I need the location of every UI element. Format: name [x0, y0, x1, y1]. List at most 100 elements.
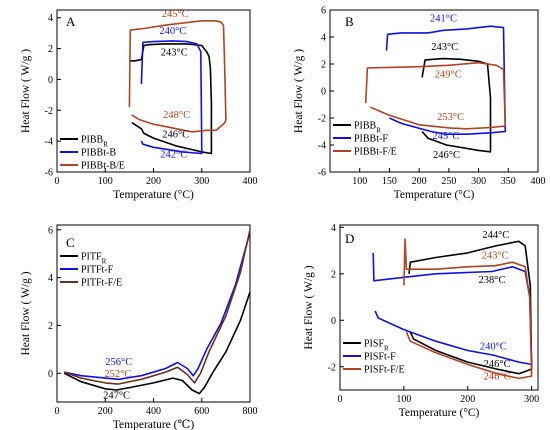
series-line: [64, 231, 251, 381]
x-axis-label: Temperature (°C): [113, 189, 194, 201]
temperature-annotation: 243°C: [161, 48, 188, 59]
y-axis-label: Heat Flow ( W/g ): [20, 49, 32, 133]
x-axis-label: Temperature (°C): [394, 189, 475, 201]
legend-subscript: R: [103, 141, 108, 149]
y-tick-label: -6: [45, 168, 53, 179]
panel-letter: C: [66, 235, 75, 250]
series-line: [140, 40, 203, 155]
y-axis-label: Heat Flow ( W/g ): [303, 265, 315, 349]
legend-label: PIBBt-B: [81, 148, 116, 159]
chart-panel-a: 0 100 200 300 400 -6 -4 -2 0 2 4 Temperature (°C) He…: [20, 9, 258, 201]
x-tick-label: 100: [396, 394, 411, 405]
x-tick-label: 200: [412, 176, 427, 187]
y-tick-label: 4: [48, 273, 53, 284]
y-tick-label: 0: [48, 75, 53, 86]
x-tick-label: 300: [471, 176, 486, 187]
legend-label: PISFR: [364, 339, 389, 353]
series-line: [128, 20, 227, 133]
y-tick-label: 0: [48, 369, 53, 380]
temperature-annotation: 246°C: [433, 150, 460, 161]
y-tick-label: 4: [331, 223, 336, 234]
y-tick-label: 6: [48, 225, 53, 236]
temperature-annotation: 241°C: [430, 13, 457, 24]
x-tick-label: 100: [98, 176, 113, 187]
temperature-annotation: 246°C: [484, 372, 511, 383]
series-line: [408, 240, 533, 375]
legend-label: PIBBR: [81, 135, 108, 149]
x-tick-label: 0: [55, 176, 60, 187]
temperature-annotation: 242°C: [160, 149, 187, 160]
x-tick-label: 300: [194, 176, 209, 187]
y-tick-label: 2: [321, 60, 326, 71]
x-tick-label: 400: [531, 176, 546, 187]
temperature-annotation: 243°C: [482, 251, 509, 262]
y-tick-label: -4: [45, 137, 53, 148]
legend-label: PIBBt-F: [354, 134, 388, 145]
series-line: [364, 61, 507, 130]
legend-label: PIBBt-B/E: [81, 161, 125, 172]
x-tick-label: 350: [501, 176, 516, 187]
series-line: [385, 25, 507, 135]
legend-subscript: R: [384, 345, 389, 353]
legend-label: PIBBt-F/E: [354, 147, 397, 158]
series-line: [403, 238, 533, 380]
y-tick-label: 2: [48, 44, 53, 55]
x-tick-label: 800: [243, 406, 258, 417]
legend-label: PISFt-F/E: [364, 365, 405, 376]
y-tick-label: 4: [48, 13, 53, 24]
y-tick-label: -2: [318, 114, 326, 125]
legend-subscript: R: [102, 258, 107, 266]
y-tick-label: 0: [331, 316, 336, 327]
temperature-annotation: 246°C: [162, 129, 189, 140]
x-tick-label: 100: [352, 176, 367, 187]
x-tick-label: 200: [146, 176, 161, 187]
y-tick-label: 6: [321, 6, 326, 17]
temperature-annotation: 240°C: [159, 26, 186, 37]
legend-subscript: R: [376, 127, 381, 135]
x-axis-label: Temperature (℃): [113, 419, 195, 430]
legend-label: PITFR: [81, 252, 107, 266]
panel-letter: D: [345, 231, 354, 246]
legend-label: PIBBR: [354, 121, 381, 135]
temperature-annotation: 246°C: [484, 359, 511, 370]
y-tick-label: 2: [331, 269, 336, 280]
x-axis-label: Temperature (°C): [399, 407, 480, 419]
x-tick-label: 200: [98, 406, 113, 417]
panel-letter: A: [66, 14, 76, 29]
temperature-annotation: 252°C: [104, 369, 131, 380]
temperature-annotation: 249°C: [435, 70, 462, 81]
series-line: [421, 57, 492, 153]
temperature-annotation: 253°C: [437, 112, 464, 123]
temperature-annotation: 245°C: [162, 9, 189, 20]
y-tick-label: -2: [45, 106, 53, 117]
legend-label: PISFt-F: [364, 352, 396, 363]
series-line: [372, 252, 533, 366]
temperature-annotation: 238°C: [479, 275, 506, 286]
chart-panel-c: 0 200 400 600 800 0 2 4 6 Temperature (℃) Heat Flo…: [20, 224, 258, 430]
plot-frame: [339, 224, 539, 391]
legend-label: PITFt-F: [81, 265, 114, 276]
x-tick-label: 600: [194, 406, 209, 417]
series-line: [63, 291, 251, 395]
y-axis-label: Heat Flow ( W/g ): [20, 271, 32, 355]
temperature-annotation: 240°C: [480, 341, 507, 352]
x-tick-label: 400: [146, 406, 161, 417]
temperature-annotation: 247°C: [103, 390, 130, 401]
legend-label: PITFt-F/E: [81, 278, 122, 289]
x-tick-label: 200: [460, 394, 475, 405]
temperature-annotation: 244°C: [482, 230, 509, 241]
chart-panel-d: 0 100 200 300 -2 0 2 4 Temperature (°C) Heat Flow…: [303, 223, 539, 419]
y-axis-label: Heat Flow ( W/g ): [293, 49, 305, 133]
y-tick-label: 0: [321, 87, 326, 98]
temperature-annotation: 248°C: [163, 110, 190, 121]
y-tick-label: -6: [318, 168, 326, 179]
series-line: [63, 229, 251, 385]
y-tick-label: -2: [328, 362, 336, 373]
x-tick-label: 300: [524, 394, 539, 405]
y-tick-label: -4: [318, 141, 326, 152]
temperature-annotation: 256°C: [105, 357, 132, 368]
temperature-annotation: 243°C: [431, 42, 458, 53]
y-tick-label: 4: [321, 33, 326, 44]
x-tick-label: 150: [382, 176, 397, 187]
